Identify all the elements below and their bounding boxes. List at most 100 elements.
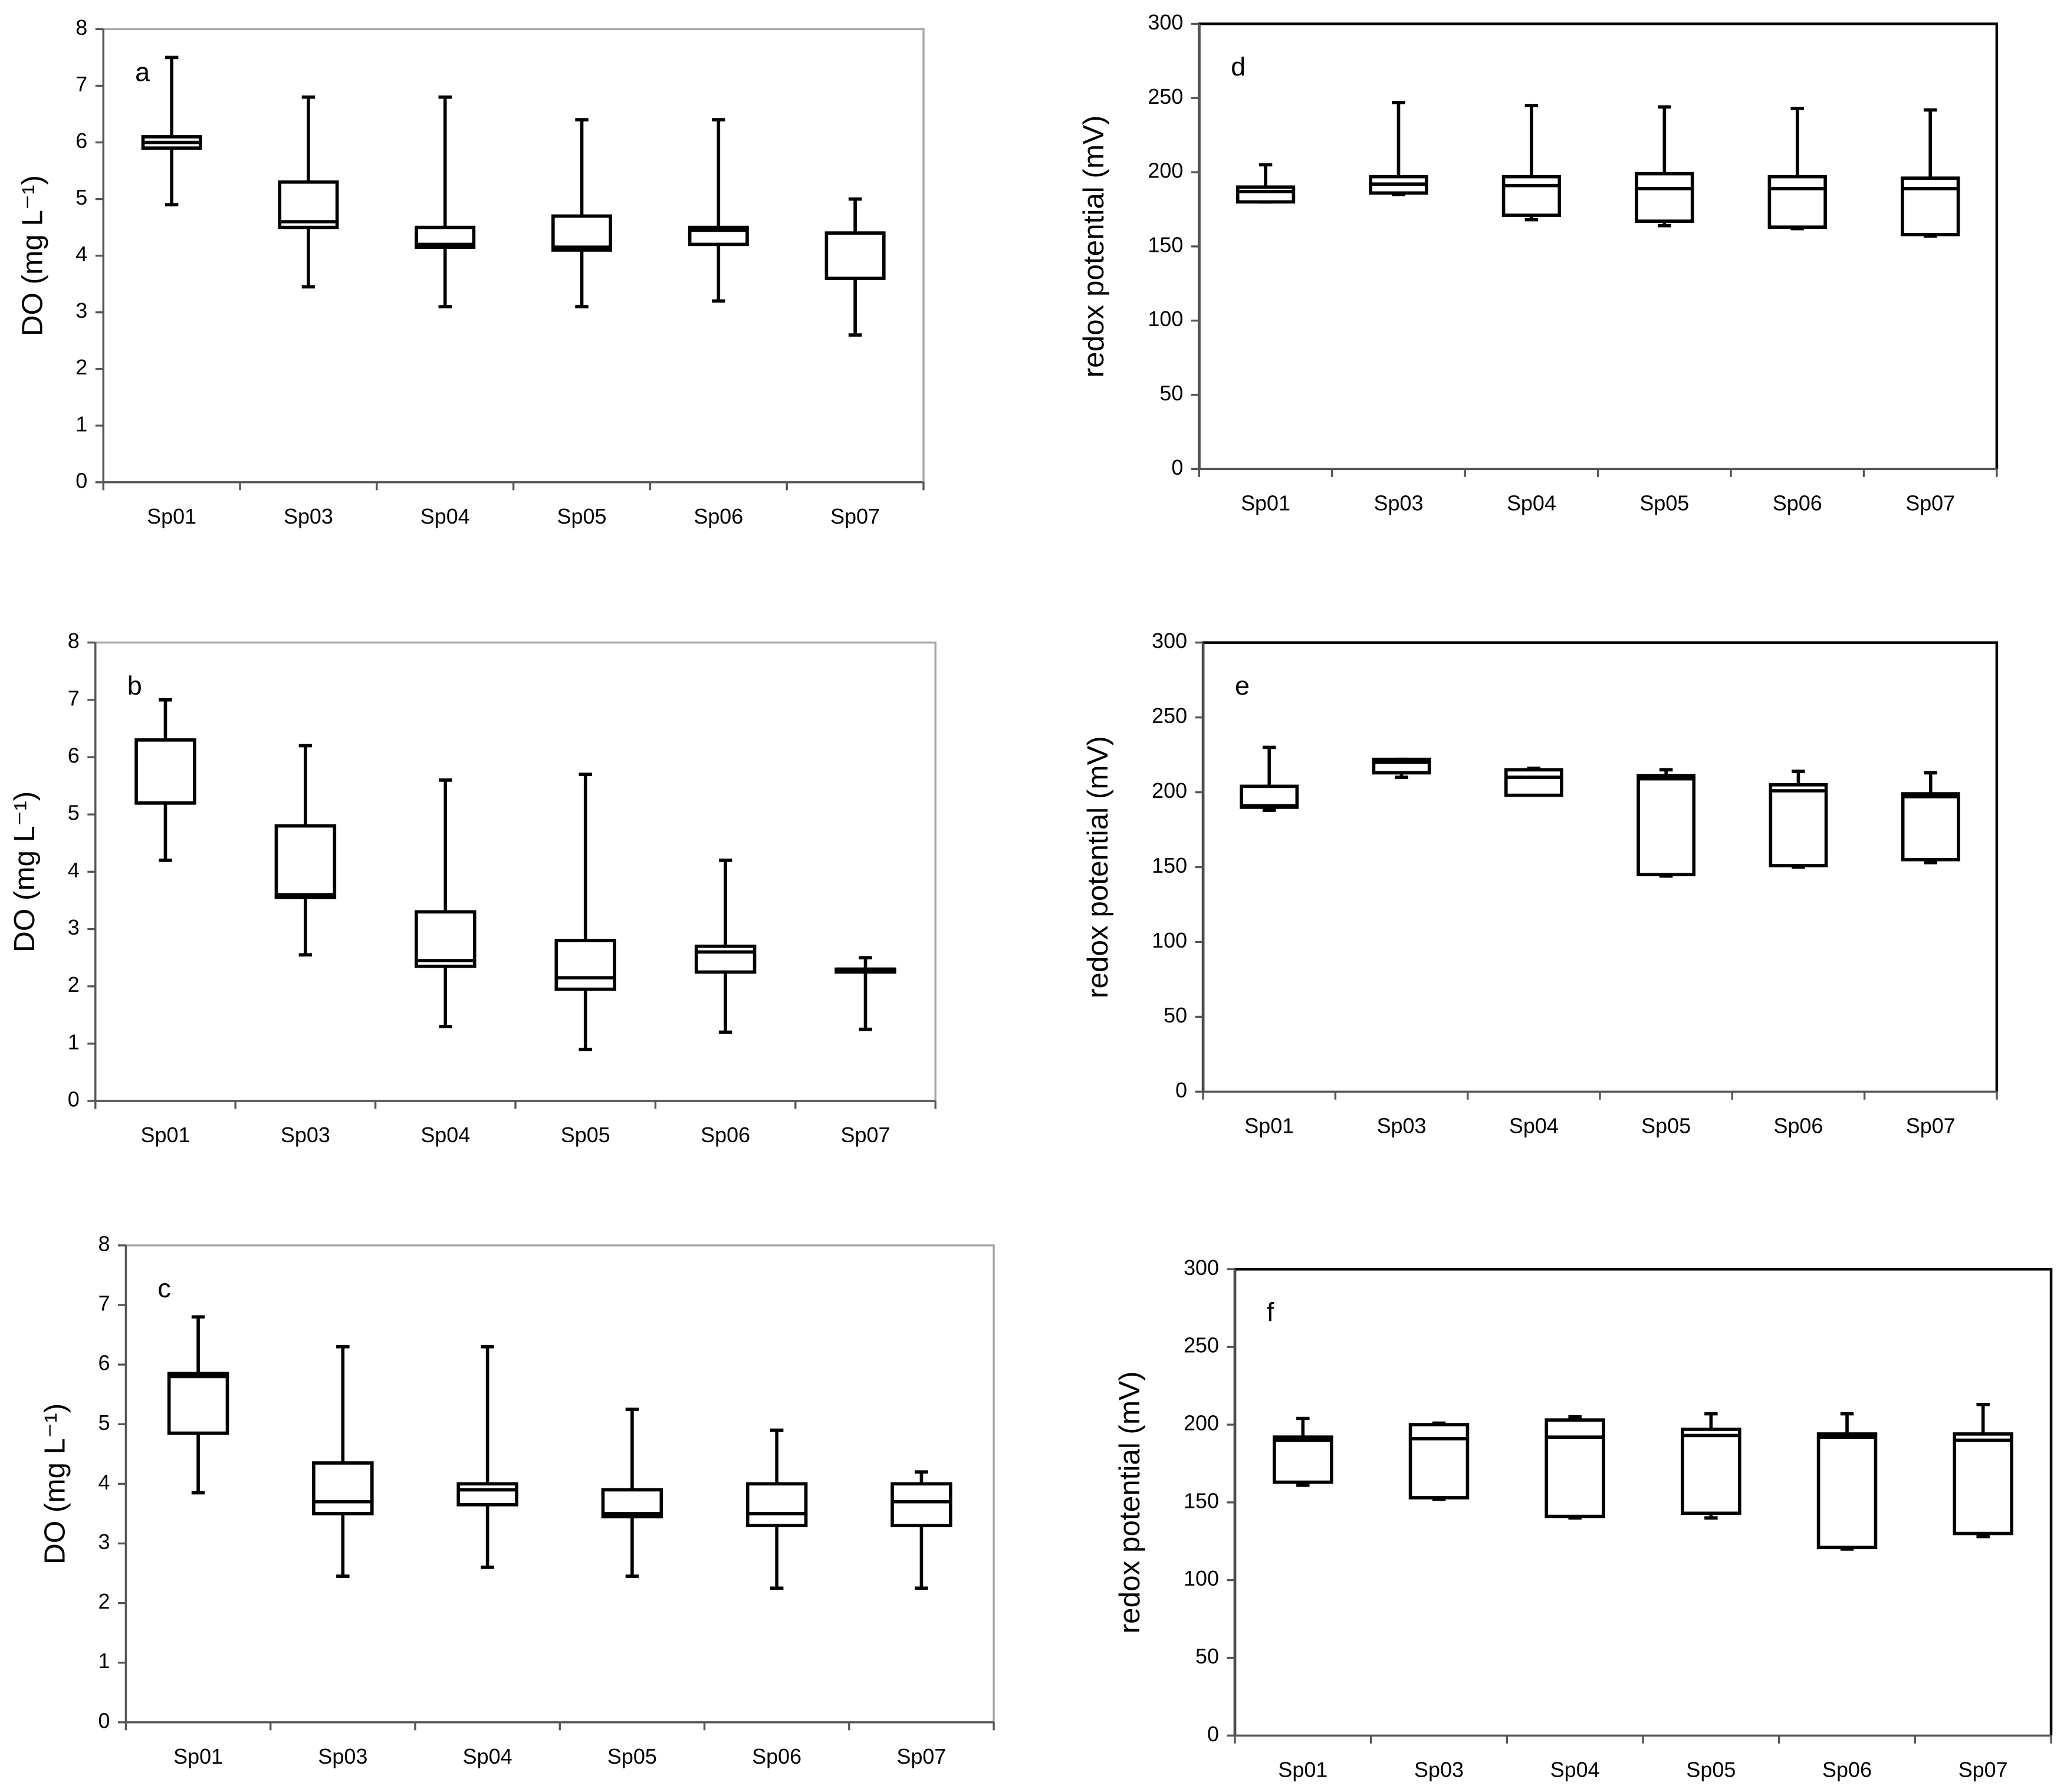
y-tick-label: 300 (1184, 1255, 1219, 1280)
y-tick-label: 1 (98, 1649, 110, 1673)
x-tick-label: Sp06 (1822, 1757, 1872, 1781)
y-tick-label: 3 (75, 298, 87, 323)
y-tick-label: 300 (1148, 10, 1183, 34)
y-tick-label: 100 (1184, 1566, 1219, 1590)
panel: 0 1 2 3 4 5 6 7 8 a DO (mg L⁻¹) Sp01 Sp03 Sp04 Sp05 Sp0… (16, 15, 925, 528)
plot-frame (1233, 1268, 2053, 1736)
box (1545, 1418, 1605, 1518)
box (745, 1482, 808, 1527)
x-tick-label: Sp03 (281, 1123, 330, 1147)
x-tick-label: Sp07 (1905, 491, 1955, 515)
x-tick-label: Sp01 (1278, 1757, 1327, 1781)
y-tick-label: 50 (1164, 1003, 1187, 1027)
box (1501, 175, 1562, 217)
y-tick-label: 50 (1159, 381, 1183, 405)
y-tick-label: 8 (68, 629, 80, 653)
box (554, 939, 616, 991)
panel-label: c (157, 1273, 170, 1303)
x-tick-label: Sp03 (1377, 1114, 1427, 1138)
y-tick-label: 5 (75, 185, 87, 209)
box (1408, 1423, 1470, 1500)
y-tick-label: 50 (1195, 1644, 1219, 1668)
box (312, 1461, 374, 1515)
box (415, 910, 477, 968)
box (890, 1482, 952, 1527)
y-tick-label: 100 (1148, 307, 1183, 331)
x-tick-label: Sp01 (141, 1123, 190, 1147)
box (1635, 172, 1694, 223)
y-axis-label: DO (mg L⁻¹) (16, 175, 48, 336)
y-tick-label: 3 (98, 1530, 110, 1554)
x-tick-label: Sp04 (1509, 1114, 1559, 1138)
x-tick-label: Sp07 (841, 1123, 890, 1147)
plot-frame (1198, 22, 1999, 469)
y-tick-label: 7 (98, 1291, 110, 1316)
box (1901, 176, 1960, 236)
y-tick-label: 0 (75, 468, 87, 492)
y-tick-label: 200 (1148, 159, 1183, 183)
x-tick-label: Sp07 (896, 1744, 946, 1768)
x-tick-label: Sp04 (463, 1744, 512, 1768)
x-tick-label: Sp04 (1507, 491, 1556, 515)
box (167, 1372, 229, 1435)
x-tick-label: Sp05 (1639, 491, 1689, 515)
y-tick-label: 4 (68, 858, 80, 882)
panel-label: d (1231, 52, 1246, 82)
plot-frame (124, 1244, 995, 1724)
y-tick-label: 250 (1148, 84, 1183, 108)
y-tick-label: 3 (68, 915, 80, 939)
panel: 0 50 100 150 200 250 300 f redox potential (mV) S… (1113, 1255, 2053, 1781)
x-tick-label: Sp06 (701, 1123, 750, 1147)
plot-frame (94, 642, 936, 1102)
plot-frame (1201, 641, 1999, 1092)
x-tick-label: Sp05 (561, 1123, 610, 1147)
y-tick-label: 250 (1152, 703, 1187, 728)
panel: 0 1 2 3 4 5 6 7 8 b DO (mg L⁻¹) Sp01 Sp03 Sp04 Sp05 Sp0… (8, 629, 936, 1147)
x-tick-label: Sp06 (752, 1744, 801, 1768)
y-tick-label: 0 (1171, 455, 1183, 479)
x-tick-label: Sp03 (318, 1744, 367, 1768)
y-tick-label: 0 (1175, 1078, 1187, 1102)
y-axis-label: redox potential (mV) (1077, 115, 1110, 377)
box (1901, 792, 1960, 862)
y-tick-label: 0 (68, 1087, 80, 1112)
y-tick-label: 150 (1148, 232, 1183, 257)
x-tick-label: Sp05 (557, 504, 607, 528)
box (1240, 784, 1299, 809)
panel-label: b (127, 670, 142, 701)
x-tick-label: Sp05 (607, 1744, 657, 1768)
plot-frame (102, 28, 925, 484)
box (1681, 1428, 1741, 1515)
y-tick-label: 4 (75, 242, 87, 266)
y-tick-label: 6 (75, 129, 87, 153)
x-tick-label: Sp01 (1244, 1114, 1294, 1138)
x-tick-label: Sp05 (1686, 1757, 1736, 1781)
x-tick-label: Sp05 (1641, 1114, 1691, 1138)
x-tick-label: Sp04 (420, 1123, 470, 1147)
y-axis-label: DO (mg L⁻¹) (39, 1403, 71, 1564)
x-tick-label: Sp03 (1374, 491, 1424, 515)
panel: 0 50 100 150 200 250 300 d redox potential (mV) S… (1077, 10, 1999, 515)
box (134, 738, 196, 805)
box (551, 214, 613, 252)
x-tick-label: Sp06 (694, 504, 743, 528)
y-tick-label: 100 (1152, 928, 1187, 952)
y-tick-label: 150 (1152, 853, 1187, 877)
y-tick-label: 8 (98, 1231, 110, 1255)
y-tick-label: 2 (98, 1589, 110, 1613)
panel-label: a (135, 57, 150, 87)
box (1769, 783, 1828, 867)
box (1636, 774, 1696, 877)
y-tick-label: 150 (1184, 1488, 1219, 1512)
x-tick-label: Sp01 (147, 504, 196, 528)
y-tick-label: 1 (68, 1030, 80, 1054)
y-tick-label: 0 (1207, 1722, 1219, 1746)
y-tick-label: 5 (98, 1410, 110, 1435)
x-tick-label: Sp04 (1550, 1757, 1600, 1781)
box (456, 1482, 518, 1507)
y-tick-label: 200 (1152, 778, 1187, 803)
x-tick-label: Sp01 (1241, 491, 1290, 515)
y-tick-label: 6 (68, 744, 80, 768)
y-tick-label: 6 (98, 1351, 110, 1375)
x-tick-label: Sp01 (173, 1744, 223, 1768)
